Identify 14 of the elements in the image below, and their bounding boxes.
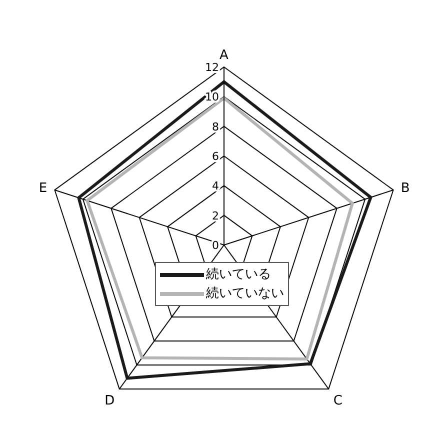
spoke-label: A <box>220 48 229 63</box>
y-tick-label: 12 <box>205 61 219 74</box>
legend-label: 続いている <box>206 266 271 284</box>
spoke-label: B <box>400 181 410 196</box>
y-tick-label: 2 <box>212 209 219 222</box>
spoke-label: C <box>333 394 342 409</box>
y-tick-label: 8 <box>212 120 219 134</box>
spoke-label: D <box>104 394 115 409</box>
y-tick-label: 10 <box>205 90 219 104</box>
y-tick-label: 4 <box>212 180 219 193</box>
y-tick-label: 6 <box>212 150 219 163</box>
spoke-label: E <box>38 181 48 196</box>
y-tick-label: 0 <box>212 239 219 252</box>
legend-label: 続いていない <box>206 285 284 303</box>
